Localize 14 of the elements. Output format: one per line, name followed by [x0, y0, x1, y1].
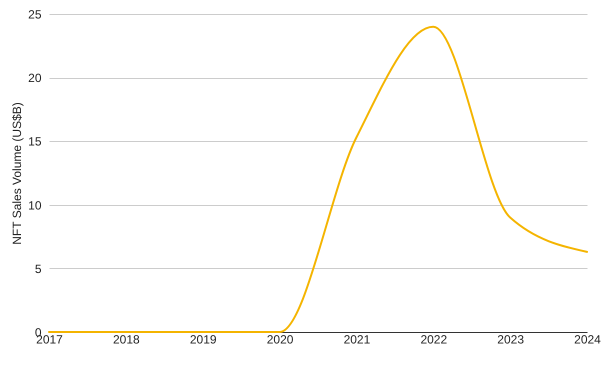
- x-tick-label: 2021: [344, 332, 371, 346]
- x-tick-label: 2018: [113, 332, 140, 346]
- y-tick-label: 10: [28, 198, 42, 212]
- x-tick-label: 2023: [497, 332, 524, 346]
- y-tick-label: 5: [34, 262, 42, 276]
- x-tick-label: 2024: [574, 332, 602, 346]
- x-tick-label: 2019: [190, 332, 217, 346]
- x-tick-label: 2020: [266, 332, 294, 346]
- line-series: [48, 26, 588, 333]
- y-tick-label: 25: [28, 8, 42, 22]
- y-tick-label: 15: [28, 134, 42, 149]
- y-axis-title: NFT Sales Volume (US$B): [10, 102, 24, 245]
- y-tick-label: 20: [28, 71, 42, 86]
- x-tick-label: 2022: [420, 332, 448, 346]
